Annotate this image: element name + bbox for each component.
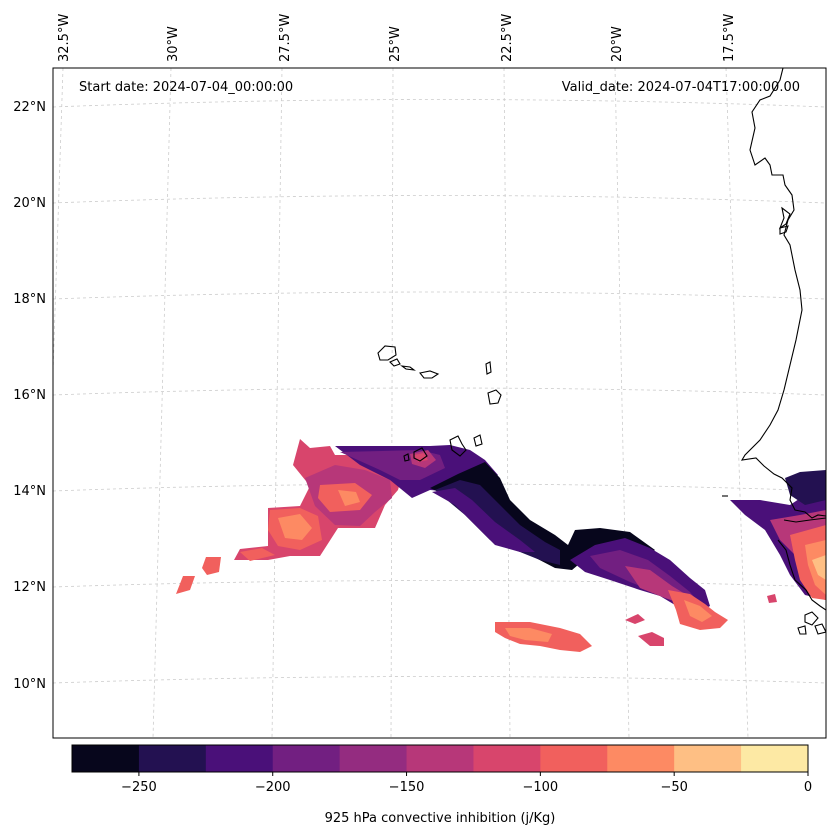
- lon-label: 25°W: [388, 26, 403, 62]
- colorbar-cell: [406, 745, 474, 772]
- island-brava: [403, 453, 410, 462]
- map-background: [53, 68, 826, 738]
- cin-patch-west-small: [202, 557, 221, 575]
- valid-date-label: Valid_date: 2024-07-04T17:00:00.00: [562, 80, 800, 95]
- colorbar-cell: [72, 745, 140, 772]
- lat-label: 20°N: [13, 196, 46, 211]
- colorbar-tick-label: −150: [389, 780, 425, 795]
- colorbar-cell: [741, 745, 809, 772]
- start-date-label: Start date: 2024-07-04_00:00:00: [79, 80, 293, 95]
- lon-label: 20°W: [610, 26, 625, 62]
- colorbar-tick-label: −100: [523, 780, 559, 795]
- map-panel: [52, 67, 827, 739]
- cin-contours: [176, 439, 826, 652]
- gridline-lon-27.5: [271, 68, 283, 738]
- colorbar-label: 925 hPa convective inhibition (j/Kg): [325, 811, 556, 826]
- colorbar-ticks: −250 −200 −150 −100 −50 0: [121, 772, 812, 795]
- island-fogo: [413, 447, 428, 462]
- gambia-coast: [783, 517, 826, 523]
- longitude-labels: 32.5°W 30°W 27.5°W 25°W 22.5°W 20°W 17.5…: [57, 14, 737, 62]
- latitude-labels: 22°N 20°N 18°N 16°N 14°N 12°N 10°N: [13, 100, 46, 692]
- island-santo-antao: [377, 345, 397, 361]
- lon-label: 22.5°W: [500, 14, 515, 62]
- island-sao-vicente: [389, 358, 401, 367]
- lat-label: 22°N: [13, 100, 46, 115]
- gridline-lat-22: [53, 99, 826, 108]
- colorbar-cell: [473, 745, 541, 772]
- island-sao-nicolau: [400, 365, 416, 371]
- cin-patch-south-small-2: [638, 632, 664, 646]
- colorbar-cell: [607, 745, 675, 772]
- colorbar-tick-label: 0: [804, 780, 812, 795]
- bijagos-islands: [797, 611, 826, 635]
- gridline-lat-18: [53, 291, 826, 300]
- colorbar-cell: [674, 745, 742, 772]
- cin-coast-block-pale: [812, 555, 826, 580]
- island-santa-luzia: [419, 370, 440, 379]
- gridline-lon-20: [614, 68, 630, 738]
- gridline-lon-25: [390, 68, 394, 738]
- colorbar-cell: [272, 745, 341, 772]
- colorbar-tick-label: −200: [255, 780, 291, 795]
- colorbar-cell: [540, 745, 608, 772]
- coast-detail-1: [778, 206, 791, 230]
- lon-label: 17.5°W: [722, 14, 737, 62]
- colorbar-cell: [339, 745, 408, 772]
- map-frame: [52, 67, 827, 739]
- colorbar-tick-label: −50: [660, 780, 687, 795]
- cin-patch-south-inner: [505, 628, 552, 642]
- cin-coast-block-north: [785, 470, 826, 505]
- gridline-lat-16: [53, 387, 826, 396]
- lat-label: 10°N: [13, 677, 46, 692]
- lon-label: 32.5°W: [57, 14, 72, 62]
- colorbar-tick-label: −250: [121, 780, 157, 795]
- colorbar-cell: [138, 745, 207, 772]
- colorbar: −250 −200 −150 −100 −50 0 925 hPa convective …: [71, 744, 812, 826]
- island-maio: [473, 434, 483, 447]
- cin-patch-far-west: [176, 576, 195, 594]
- lon-label: 30°W: [166, 26, 181, 62]
- colorbar-cells: [72, 745, 809, 772]
- coastlines: [377, 68, 826, 635]
- lat-label: 16°N: [13, 388, 46, 403]
- cin-band-diagonal-violet: [432, 488, 535, 552]
- lat-label: 12°N: [13, 580, 46, 595]
- guinea-coast: [777, 539, 826, 611]
- cin-patch-east-small: [767, 594, 777, 603]
- gridline-lat-20: [53, 195, 826, 204]
- cin-band-diagonal-dark: [430, 462, 655, 570]
- colorbar-cell: [205, 745, 274, 772]
- island-santiago: [449, 435, 467, 457]
- gridline-lon-17.5: [725, 68, 749, 738]
- lat-label: 14°N: [13, 484, 46, 499]
- gridline-lon-30: [152, 68, 172, 738]
- lon-label: 27.5°W: [278, 14, 293, 62]
- cin-patch-west-inner-3: [278, 490, 360, 540]
- gridline-lat-12: [53, 580, 826, 588]
- island-sal: [485, 361, 492, 375]
- cin-band-southeast-light: [684, 600, 712, 622]
- lat-label: 18°N: [13, 292, 46, 307]
- africa-coastline: [740, 68, 826, 519]
- gridline-lat-10: [53, 676, 826, 684]
- colorbar-frame: [71, 744, 809, 773]
- cin-patch-south-small-1: [625, 614, 645, 624]
- island-boa-vista: [487, 389, 502, 405]
- coast-detail-2: [779, 225, 789, 235]
